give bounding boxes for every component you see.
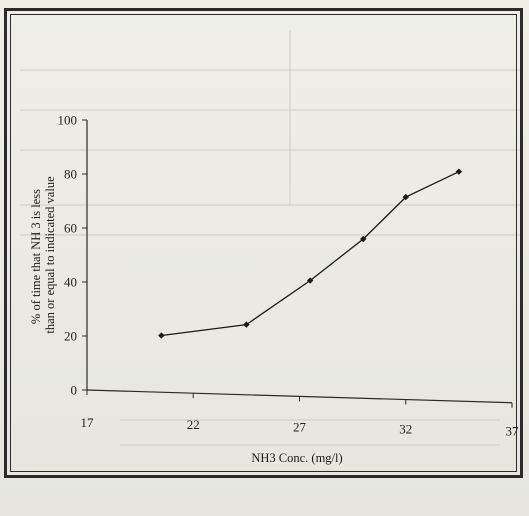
y-tick-label: 40 <box>64 275 77 290</box>
y-tick-label: 0 <box>71 383 78 398</box>
data-point <box>360 235 367 243</box>
y-axis-label-line-1: % of time that NH 3 is less <box>29 189 43 324</box>
axes <box>86 120 513 404</box>
x-tick-label: 17 <box>81 415 95 430</box>
x-axis-ticks: 17 22 27 32 37 <box>81 390 520 439</box>
data-points <box>158 168 463 339</box>
y-tick-label: 100 <box>58 113 78 128</box>
x-tick-label: 32 <box>399 421 412 436</box>
outer-border <box>4 8 523 478</box>
inner-border <box>10 14 517 472</box>
data-point <box>306 277 314 284</box>
data-point <box>455 168 463 175</box>
data-point <box>158 332 165 339</box>
y-axis-label-line-2: than or equal to indicated value <box>43 176 57 334</box>
series-line <box>161 171 460 337</box>
data-point <box>243 321 250 328</box>
x-tick-label: 27 <box>293 419 307 434</box>
y-tick-label: 60 <box>64 221 77 236</box>
x-tick-label: 37 <box>506 424 520 439</box>
y-tick-label: 80 <box>64 167 77 182</box>
y-axis-label: % of time that NH 3 is less than or equa… <box>29 176 57 334</box>
y-tick-label: 20 <box>64 329 77 344</box>
x-tick-label: 22 <box>187 417 200 432</box>
x-axis-label: NH3 Conc. (mg/l) <box>251 451 342 465</box>
data-point <box>402 193 409 201</box>
y-axis-ticks: 0 20 40 60 80 100 <box>58 113 87 398</box>
